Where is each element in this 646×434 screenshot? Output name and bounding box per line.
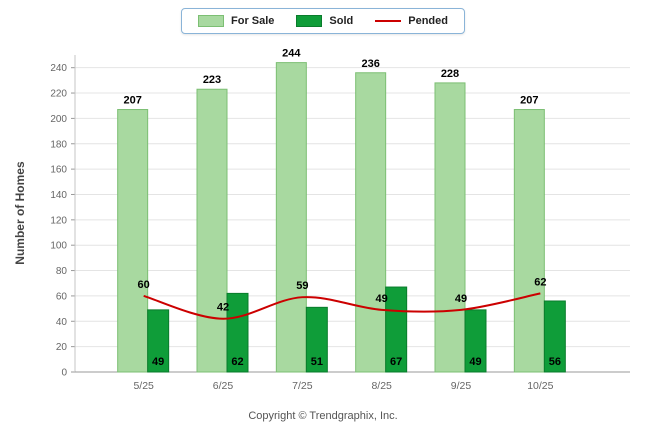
copyright-text: Copyright © Trendgraphix, Inc. — [248, 410, 398, 422]
pended-line-swatch-icon — [375, 20, 402, 22]
svg-text:7/25: 7/25 — [292, 380, 313, 392]
svg-text:223: 223 — [203, 74, 221, 86]
svg-text:207: 207 — [123, 95, 141, 107]
svg-text:100: 100 — [50, 241, 67, 252]
svg-text:220: 220 — [50, 89, 67, 100]
svg-text:120: 120 — [50, 215, 67, 226]
svg-text:228: 228 — [441, 68, 459, 80]
legend-label-for-sale: For Sale — [231, 15, 275, 27]
svg-text:5/25: 5/25 — [133, 380, 154, 392]
svg-text:60: 60 — [56, 291, 68, 302]
svg-text:51: 51 — [311, 356, 323, 368]
svg-text:56: 56 — [549, 356, 561, 368]
svg-text:49: 49 — [376, 293, 388, 305]
svg-text:67: 67 — [390, 356, 402, 368]
legend-item-pended: Pended — [375, 15, 448, 27]
svg-text:59: 59 — [296, 280, 308, 292]
svg-text:207: 207 — [520, 95, 538, 107]
bars-sold: 49 62 51 67 49 56 — [147, 286, 566, 373]
svg-text:236: 236 — [361, 58, 379, 70]
svg-text:62: 62 — [534, 276, 546, 288]
svg-text:0: 0 — [61, 368, 67, 379]
legend-item-for-sale: For Sale — [198, 15, 274, 27]
svg-text:140: 140 — [50, 190, 67, 201]
y-axis-title: Number of Homes — [13, 161, 27, 265]
x-axis-labels: 5/25 6/25 7/25 8/25 9/25 10/25 — [133, 380, 553, 392]
svg-text:40: 40 — [56, 317, 68, 328]
legend-label-pended: Pended — [408, 15, 448, 27]
svg-text:42: 42 — [217, 302, 229, 314]
svg-text:244: 244 — [282, 48, 301, 60]
svg-text:9/25: 9/25 — [451, 380, 472, 392]
pended-line: 60 42 59 49 49 62 — [138, 276, 546, 320]
legend-item-sold: Sold — [296, 15, 353, 27]
svg-text:10/25: 10/25 — [527, 380, 553, 392]
svg-text:240: 240 — [50, 63, 67, 74]
svg-text:180: 180 — [50, 139, 67, 150]
svg-text:49: 49 — [152, 356, 164, 368]
svg-text:20: 20 — [56, 342, 68, 353]
svg-text:49: 49 — [469, 356, 481, 368]
chart-legend-container: For Sale Sold Pended — [0, 8, 646, 34]
sold-swatch-icon — [296, 15, 323, 27]
for-sale-swatch-icon — [198, 15, 224, 27]
svg-text:80: 80 — [56, 266, 68, 277]
svg-text:160: 160 — [50, 165, 67, 176]
chart-legend: For Sale Sold Pended — [181, 8, 465, 34]
svg-text:8/25: 8/25 — [371, 380, 392, 392]
bars-for-sale: 207 223 244 236 228 207 — [117, 48, 545, 373]
svg-text:62: 62 — [231, 356, 243, 368]
svg-text:60: 60 — [138, 279, 150, 291]
svg-text:6/25: 6/25 — [213, 380, 234, 392]
svg-text:49: 49 — [455, 293, 467, 305]
legend-label-sold: Sold — [329, 15, 354, 27]
svg-text:200: 200 — [50, 114, 67, 125]
